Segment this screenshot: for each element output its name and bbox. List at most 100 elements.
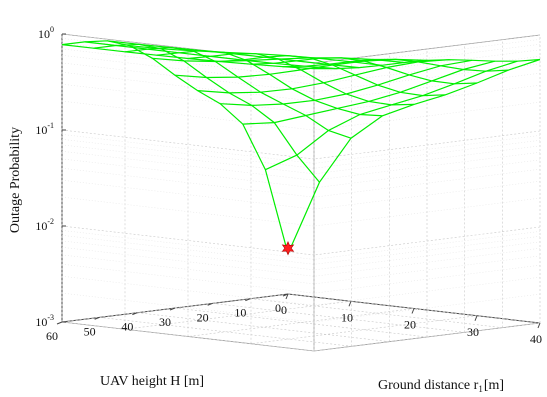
floor-grid-x [250,315,478,345]
wall-grid-z [61,254,315,285]
z-tick-exponent: 0 [50,25,54,34]
wall-grid-z [61,151,315,181]
z-tick-base: 10 [38,27,50,41]
x-tick-mark [348,301,352,307]
wall-grid-z [313,168,541,198]
y-tick-label: 60 [46,329,58,343]
wall-grid-z [313,197,541,227]
surface-line [61,40,289,254]
x-tick-mark [411,308,415,314]
y-tick-mark [169,307,176,311]
surface-mesh [61,40,541,254]
wall-grid-z [313,322,541,352]
wall-grid-z [313,231,541,260]
y-tick-mark [282,293,289,297]
surface-line [187,53,415,106]
y-axis-label: UAV height H [m] [100,374,204,389]
z-tick-exponent: -1 [47,121,54,130]
x-axis-label-subscript: 1 [478,384,483,394]
x-tick-mark [474,315,478,321]
y-tick-label: 0 [275,301,281,315]
wall-grid-z [61,139,315,169]
wall-grid-z [313,226,541,256]
wall-grid-z [313,159,541,189]
wall-grid-z [61,196,315,227]
y-tick-mark [56,321,63,325]
wall-grid-z [61,62,315,93]
wall-grid-z [61,43,315,73]
wall-grid-z [61,38,315,68]
z-tick-label: 10-2 [35,217,54,233]
wall-grid-z [61,230,315,260]
z-tick-exponent: -2 [47,217,54,226]
wall-grid-z [313,293,541,323]
y-tick-mark [245,298,251,302]
x-tick-mark [285,293,289,300]
y-tick-label: 50 [84,324,96,338]
surface-line [156,49,383,117]
floor-grid-x [124,300,352,330]
surface-line [282,58,509,72]
wall-grid-z [313,130,541,160]
wall-grid-z [313,152,541,181]
wall-grid-z [313,248,541,277]
z-tick-label: 100 [38,25,54,41]
surface-line [314,58,541,70]
z-tick-exponent: -3 [47,313,54,322]
surface-line [84,41,337,70]
wall-grid-z [61,263,315,294]
wall-grid-z [313,140,541,169]
wall-grid-z [61,292,315,323]
wall-grid-z [61,158,315,189]
surface-line [219,54,446,97]
wall-grid-z [61,179,315,210]
wall-grid-z [61,83,315,114]
z-tick-base: 10 [35,315,47,329]
wall-grid-z [313,84,541,114]
minimum-marker [281,240,295,256]
wall-grid-z [313,101,541,131]
x-axis-label-main: Ground distance r [378,378,479,393]
wall-grid-z [313,264,541,294]
surface-line [250,57,478,85]
wall-grid-z [61,134,315,164]
wall-grid-z [313,276,541,306]
y-tick-mark [94,316,100,320]
x-axis-label-unit: [m] [484,378,504,393]
surface-line [93,43,320,183]
x-tick-label: 20 [404,318,416,332]
wall-grid-z [313,56,541,85]
surface-line [124,46,352,139]
y-tick-mark [132,312,138,316]
x-tick-mark [537,322,541,329]
floor-grid-x [187,308,415,337]
wall-grid-z [313,255,541,285]
z-tick-base: 10 [35,123,47,137]
z-tick-base: 10 [35,219,47,233]
grid-lines [61,33,541,352]
x-tick-label: 40 [530,332,542,346]
x-tick-label: 30 [467,325,479,339]
wall-grid-z [61,235,315,265]
minimum-marker-star [281,240,295,256]
z-tick-label: 10-1 [35,121,54,137]
wall-grid-z [313,63,541,93]
wall-grid-z [313,135,541,164]
wall-grid-z [61,275,315,306]
wall-grid-z [61,71,315,102]
wall-grid-z [313,145,541,175]
y-tick-label: 40 [121,320,133,334]
x-tick-label: 0 [281,303,287,317]
x-axis-label: Ground distance r1[m] [378,378,504,394]
z-tick-label: 10-3 [35,313,54,329]
y-tick-label: 20 [197,310,209,324]
wall-grid-z [61,167,315,198]
y-tick-mark [207,302,213,306]
wall-grid-z [313,180,541,210]
wall-grid-z [313,241,541,271]
y-tick-label: 10 [234,306,246,320]
wall-grid-z [313,236,541,265]
wall-grid-z [61,100,315,131]
